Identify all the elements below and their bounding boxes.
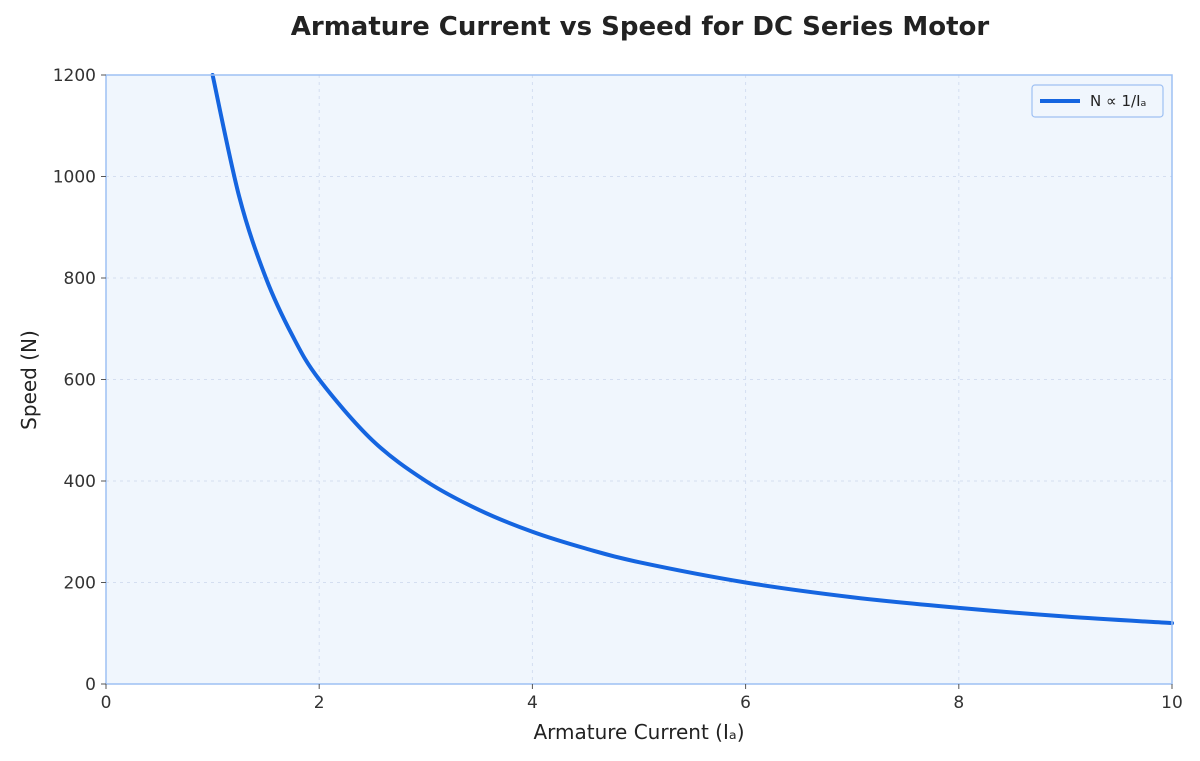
y-tick-label: 400 (64, 472, 96, 492)
data-point (291, 334, 294, 337)
x-axis-label: Armature Current (Iₐ) (533, 720, 744, 744)
series-layer (210, 73, 1174, 626)
grid (106, 75, 1172, 684)
x-tick-label: 6 (740, 693, 751, 713)
y-tick-label: 1200 (53, 66, 96, 86)
data-point (584, 547, 587, 550)
data-point (1064, 615, 1067, 618)
data-point (371, 439, 374, 442)
data-point (531, 530, 534, 533)
y-axis-label: Speed (N) (17, 330, 41, 430)
legend: N ∝ 1/Iₐ (1031, 84, 1164, 118)
x-tick-label: 0 (101, 693, 112, 713)
x-tick-label: 2 (314, 693, 325, 713)
x-tick-label: 10 (1161, 693, 1183, 713)
chart-title: Armature Current vs Speed for DC Series … (290, 12, 990, 42)
y-tick-label: 600 (64, 371, 96, 391)
ticks: 0 2 4 6 8 10 0 200 400 600 800 1000 1200 (53, 66, 1183, 713)
data-point (638, 561, 641, 564)
data-point (424, 480, 427, 483)
x-tick-label: 4 (527, 693, 538, 713)
y-tick-label: 1000 (53, 168, 96, 188)
data-point (851, 596, 854, 599)
data-point (264, 277, 267, 280)
data-point (318, 378, 321, 381)
y-tick-label: 0 (85, 675, 96, 695)
data-point (238, 195, 241, 198)
legend-box (1031, 84, 1164, 118)
series-line (210, 73, 1174, 626)
y-tick-label: 800 (64, 269, 96, 289)
legend-label: N ∝ 1/Iₐ (1090, 92, 1146, 110)
data-point (957, 606, 960, 609)
data-point (478, 508, 481, 511)
y-tick-label: 200 (64, 574, 96, 594)
data-point (744, 581, 747, 584)
x-tick-label: 8 (953, 693, 964, 713)
